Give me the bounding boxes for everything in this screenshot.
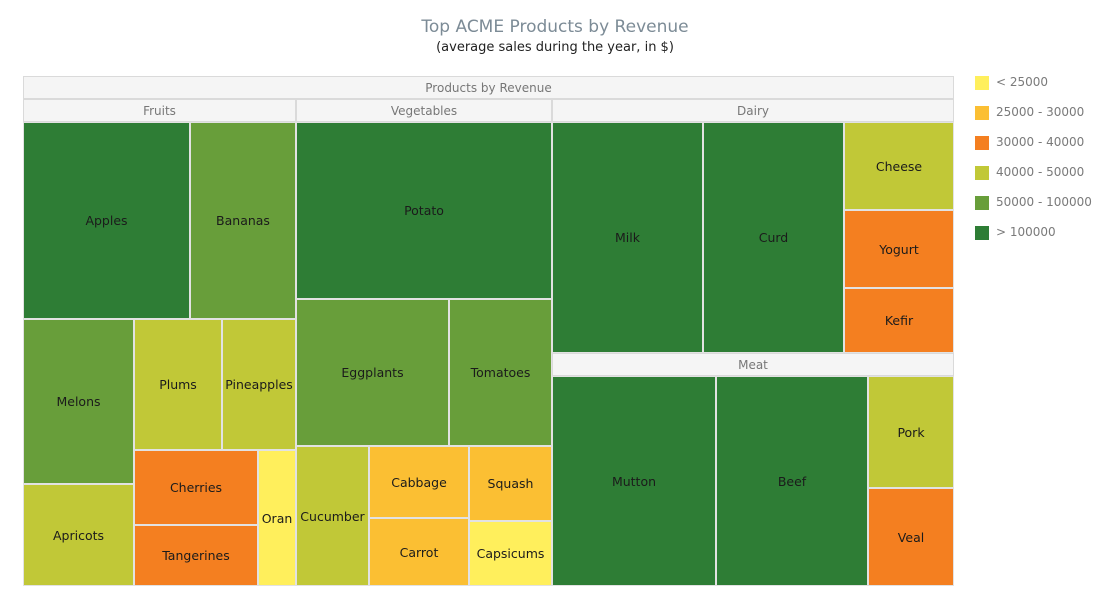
legend-label: < 25000	[996, 75, 1049, 89]
treemap-tile[interactable]: Pork	[868, 376, 954, 488]
treemap-tile[interactable]: Milk	[552, 122, 703, 353]
treemap-tile[interactable]: Cucumber	[296, 446, 369, 586]
treemap-tile[interactable]: Tangerines	[134, 525, 258, 586]
treemap-tile[interactable]: Squash	[469, 446, 552, 521]
chart-title: Top ACME Products by Revenue	[421, 17, 689, 37]
legend-swatch	[975, 136, 989, 150]
legend-swatch	[975, 76, 989, 90]
treemap-tile[interactable]: Tomatoes	[449, 299, 552, 446]
treemap-tile[interactable]: Bananas	[190, 122, 296, 319]
treemap-tile[interactable]: Cabbage	[369, 446, 469, 518]
legend-label: > 100000	[996, 225, 1056, 239]
legend-swatch	[975, 226, 989, 240]
legend-swatch	[975, 196, 989, 210]
treemap-root-header[interactable]: Products by Revenue	[23, 76, 954, 99]
treemap-tile[interactable]: Apples	[23, 122, 190, 319]
legend-swatch	[975, 166, 989, 180]
legend-label: 50000 - 100000	[996, 195, 1092, 209]
treemap-tile[interactable]: Potato	[296, 122, 552, 299]
treemap-tile[interactable]: Yogurt	[844, 210, 954, 288]
treemap-tile[interactable]: Plums	[134, 319, 222, 450]
legend-label: 40000 - 50000	[996, 165, 1085, 179]
treemap-tile[interactable]: Oran	[258, 450, 296, 586]
treemap-tile[interactable]: Apricots	[23, 484, 134, 586]
treemap-tile[interactable]: Eggplants	[296, 299, 449, 446]
treemap-group-header[interactable]: Dairy	[552, 99, 954, 122]
treemap-tile[interactable]: Beef	[716, 376, 868, 586]
treemap-tile[interactable]: Carrot	[369, 518, 469, 586]
treemap-tile[interactable]: Kefir	[844, 288, 954, 353]
treemap-group-header[interactable]: Meat	[552, 353, 954, 376]
treemap-group-header[interactable]: Fruits	[23, 99, 296, 122]
treemap-tile[interactable]: Cheese	[844, 122, 954, 210]
treemap-tile[interactable]: Pineapples	[222, 319, 296, 450]
treemap-tile[interactable]: Capsicums	[469, 521, 552, 586]
treemap-tile[interactable]: Melons	[23, 319, 134, 484]
treemap-group-header[interactable]: Vegetables	[296, 99, 552, 122]
legend-swatch	[975, 106, 989, 120]
treemap-tile[interactable]: Curd	[703, 122, 844, 353]
treemap-tile[interactable]: Cherries	[134, 450, 258, 525]
treemap-tile[interactable]: Mutton	[552, 376, 716, 586]
chart-subtitle: (average sales during the year, in $)	[436, 40, 674, 55]
treemap-tile[interactable]: Veal	[868, 488, 954, 586]
legend-label: 25000 - 30000	[996, 105, 1085, 119]
legend-label: 30000 - 40000	[996, 135, 1085, 149]
